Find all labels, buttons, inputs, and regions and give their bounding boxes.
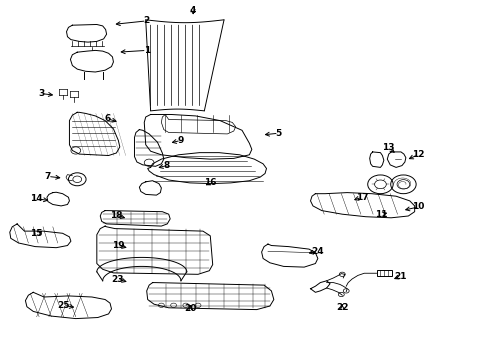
Text: 18: 18 <box>110 211 122 220</box>
Text: 13: 13 <box>382 143 394 152</box>
Bar <box>376 270 391 276</box>
Text: 25: 25 <box>57 301 70 310</box>
Text: 19: 19 <box>112 241 124 250</box>
Text: 16: 16 <box>203 178 216 187</box>
Text: 6: 6 <box>104 114 110 123</box>
Text: 10: 10 <box>411 202 424 211</box>
Text: 22: 22 <box>335 303 348 312</box>
Text: 2: 2 <box>143 16 149 25</box>
Text: 7: 7 <box>44 172 51 181</box>
Text: 20: 20 <box>184 304 197 313</box>
Text: 4: 4 <box>189 5 196 14</box>
Text: 17: 17 <box>355 193 367 202</box>
Text: 11: 11 <box>374 210 387 219</box>
Text: 12: 12 <box>411 150 424 159</box>
Text: 9: 9 <box>177 136 184 145</box>
Text: 15: 15 <box>30 230 43 239</box>
Text: 23: 23 <box>111 275 123 284</box>
Text: 24: 24 <box>311 247 324 256</box>
Text: 3: 3 <box>39 89 44 98</box>
Text: 8: 8 <box>163 161 169 170</box>
Text: 1: 1 <box>143 46 149 55</box>
Text: 21: 21 <box>393 272 406 281</box>
Text: 14: 14 <box>30 194 43 203</box>
Text: 5: 5 <box>275 129 281 138</box>
